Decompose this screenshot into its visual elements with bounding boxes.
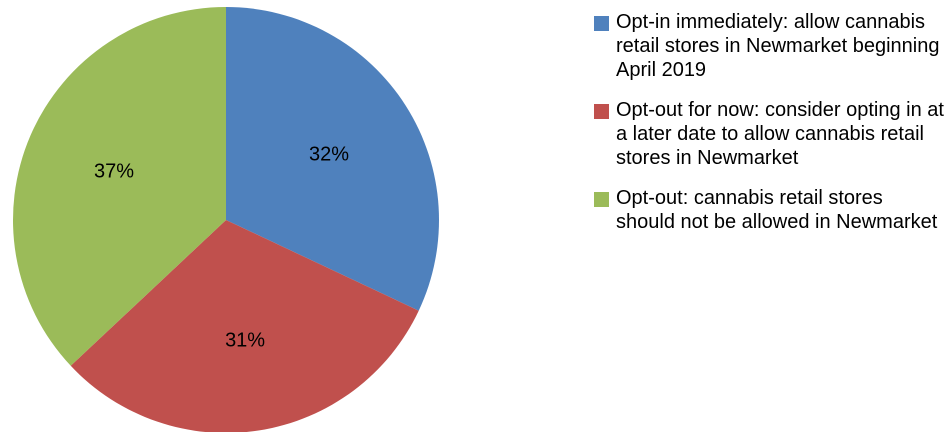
pie-slice-label-opt-out: 37% bbox=[94, 161, 134, 183]
pie-slice-opt-out bbox=[13, 7, 226, 366]
legend-item-opt-out-for-now: Opt-out for now: consider opting in at a… bbox=[594, 98, 944, 170]
pie-slice-label-opt-in-immediately: 32% bbox=[309, 144, 349, 166]
pie-slice-labels: 32% 31% 37% bbox=[94, 144, 349, 352]
pie-slice-opt-in-immediately bbox=[226, 7, 439, 311]
pie-slice-opt-out-for-now bbox=[70, 220, 419, 432]
pie-slices bbox=[13, 7, 439, 432]
legend-item-opt-in-immediately: Opt-in immediately: allow cannabis retai… bbox=[594, 10, 944, 82]
legend-swatch-opt-in-immediately bbox=[594, 16, 609, 31]
legend-label-opt-in-immediately: Opt-in immediately: allow cannabis retai… bbox=[616, 11, 940, 81]
legend-label-opt-out: Opt-out: cannabis retail stores should n… bbox=[616, 187, 938, 233]
legend-item-opt-out: Opt-out: cannabis retail stores should n… bbox=[594, 186, 944, 234]
pie-slice-label-opt-out-for-now: 31% bbox=[225, 329, 265, 351]
legend-swatch-opt-out bbox=[594, 192, 609, 207]
legend-label-opt-out-for-now: Opt-out for now: consider opting in at a… bbox=[616, 99, 944, 169]
chart-legend: Opt-in immediately: allow cannabis retai… bbox=[594, 10, 944, 250]
legend-swatch-opt-out-for-now bbox=[594, 104, 609, 119]
